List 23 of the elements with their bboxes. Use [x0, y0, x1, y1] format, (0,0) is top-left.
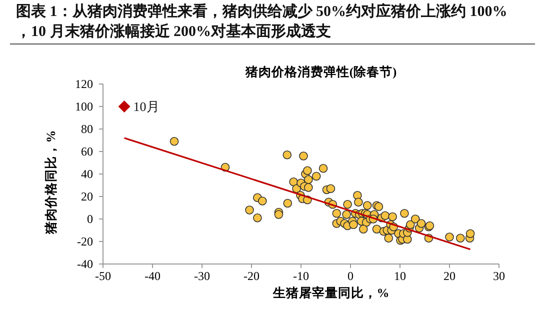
y-tick-label: 0	[87, 212, 93, 226]
y-tick-label: -20	[77, 234, 93, 248]
x-tick-label: 10	[394, 269, 406, 283]
x-tick-label: -30	[194, 269, 210, 283]
y-tick-label: 100	[75, 100, 93, 114]
y-tick-label: 60	[81, 144, 93, 158]
x-tick-label: 20	[444, 269, 456, 283]
y-tick-label: 120	[75, 77, 93, 91]
x-axis-title: 生猪屠宰量同比，%	[272, 285, 390, 300]
chart-title: 图表 1：从猪肉消费弹性来看，猪肉供给减少 50%约对应猪价上涨约 100%，10 月末猪价涨幅接近 200%对基本面形成透支	[16, 2, 508, 40]
x-tick-label: 0	[348, 269, 354, 283]
chart-subtitle: 猪肉价格消费弹性(除春节)	[244, 64, 397, 79]
y-tick-label: 40	[81, 167, 93, 181]
x-tick-label: -20	[244, 269, 260, 283]
y-axis-title: 猪肉价格同比，%	[44, 130, 58, 235]
y-tick-label: 20	[81, 190, 93, 204]
x-tick-label: -50	[95, 269, 111, 283]
x-tick-label: 30	[493, 269, 505, 283]
series-label: 10月	[133, 99, 160, 114]
x-tick-label: -40	[144, 269, 160, 283]
y-tick-label: 80	[81, 122, 93, 136]
y-tick-label: -40	[77, 257, 93, 271]
x-tick-label: -10	[293, 269, 309, 283]
